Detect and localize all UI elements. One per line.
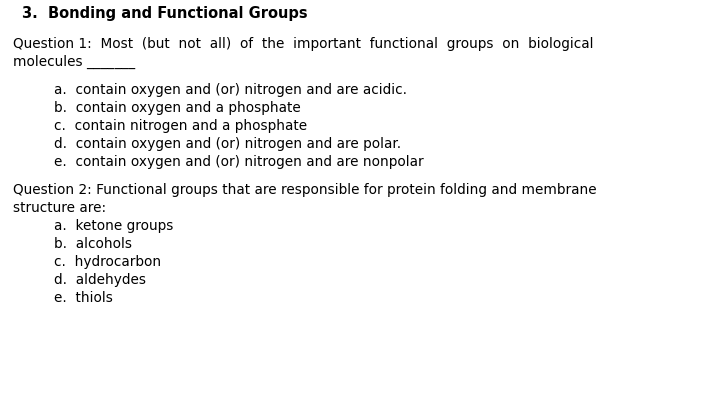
Text: a.  contain oxygen and (or) nitrogen and are acidic.: a. contain oxygen and (or) nitrogen and … bbox=[54, 83, 407, 97]
Text: Question 2: Functional groups that are responsible for protein folding and membr: Question 2: Functional groups that are r… bbox=[13, 183, 597, 197]
Text: molecules _______: molecules _______ bbox=[13, 55, 135, 69]
Text: b.  alcohols: b. alcohols bbox=[54, 237, 132, 251]
Text: c.  hydrocarbon: c. hydrocarbon bbox=[54, 255, 161, 269]
Text: c.  contain nitrogen and a phosphate: c. contain nitrogen and a phosphate bbox=[54, 119, 307, 133]
Text: d.  contain oxygen and (or) nitrogen and are polar.: d. contain oxygen and (or) nitrogen and … bbox=[54, 137, 401, 151]
Text: e.  thiols: e. thiols bbox=[54, 291, 113, 305]
Text: 3.  Bonding and Functional Groups: 3. Bonding and Functional Groups bbox=[22, 6, 307, 21]
Text: Question 1:  Most  (but  not  all)  of  the  important  functional  groups  on  : Question 1: Most (but not all) of the im… bbox=[13, 37, 593, 51]
Text: e.  contain oxygen and (or) nitrogen and are nonpolar: e. contain oxygen and (or) nitrogen and … bbox=[54, 155, 423, 169]
Text: b.  contain oxygen and a phosphate: b. contain oxygen and a phosphate bbox=[54, 101, 301, 115]
Text: d.  aldehydes: d. aldehydes bbox=[54, 273, 146, 287]
Text: a.  ketone groups: a. ketone groups bbox=[54, 219, 174, 233]
Text: structure are:: structure are: bbox=[13, 201, 106, 215]
